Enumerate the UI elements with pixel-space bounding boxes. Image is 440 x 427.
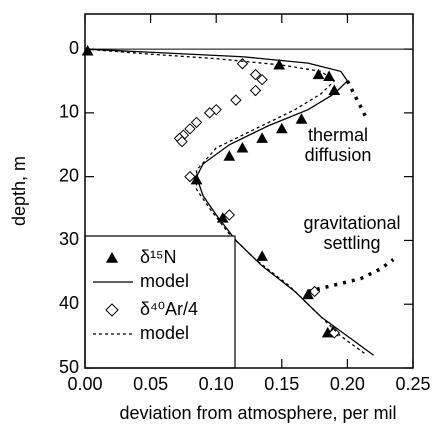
data-point: [236, 141, 249, 153]
data-point: [223, 150, 236, 161]
annotation: gravitational: [303, 213, 400, 233]
data-point: [295, 113, 308, 124]
data-point: [223, 209, 236, 221]
legend-label: δ¹⁵N: [140, 247, 176, 267]
legend-marker: [106, 252, 118, 263]
data-point: [210, 103, 222, 116]
data-point: [256, 132, 268, 143]
data-point: [81, 44, 94, 56]
model-line: [84, 48, 375, 356]
data-point: [312, 68, 325, 80]
data-point: [328, 327, 340, 339]
x-tick-label: 0.20: [330, 374, 365, 394]
annotation: diffusion: [305, 145, 372, 165]
legend-label: model: [140, 271, 189, 291]
x-tick-label: 0.15: [264, 374, 299, 394]
x-tick-label: 0.05: [133, 374, 168, 394]
plot-frame: [84, 13, 414, 369]
y-tick-label: 20: [59, 165, 79, 185]
extrapolation: [345, 80, 369, 121]
data-point: [176, 135, 188, 148]
data-point: [249, 84, 262, 97]
data-point: [184, 170, 196, 183]
data-point: [302, 288, 314, 300]
annotation: thermal: [308, 125, 368, 145]
annotation: settling: [323, 233, 380, 253]
y-tick-label: 30: [59, 229, 79, 249]
data-point: [230, 94, 242, 106]
extrapolation: [307, 258, 395, 294]
x-tick-label: 0.10: [199, 374, 234, 394]
data-point: [203, 107, 216, 119]
data-point: [249, 68, 262, 81]
x-axis-title: deviation from atmosphere, per mil: [119, 403, 396, 423]
data-point: [323, 70, 335, 82]
y-tick-label: 50: [59, 357, 79, 377]
data-point: [256, 73, 268, 86]
legend-marker: [105, 303, 119, 317]
y-axis-title: depth, m: [9, 156, 29, 226]
data-point: [256, 250, 268, 261]
y-tick-label: 0: [69, 38, 79, 58]
data-point: [275, 122, 288, 134]
x-tick-label: 0.00: [67, 374, 102, 394]
data-point: [184, 123, 196, 135]
y-tick-label: 10: [59, 102, 79, 122]
x-tick-label: 0.25: [395, 374, 430, 394]
model-line: [84, 48, 368, 356]
data-point: [190, 116, 203, 129]
data-point: [328, 84, 341, 96]
y-tick-label: 40: [59, 293, 79, 313]
legend-label: model: [140, 323, 189, 343]
legend-label: δ⁴⁰Ar/4: [140, 299, 198, 319]
data-point: [236, 58, 249, 70]
